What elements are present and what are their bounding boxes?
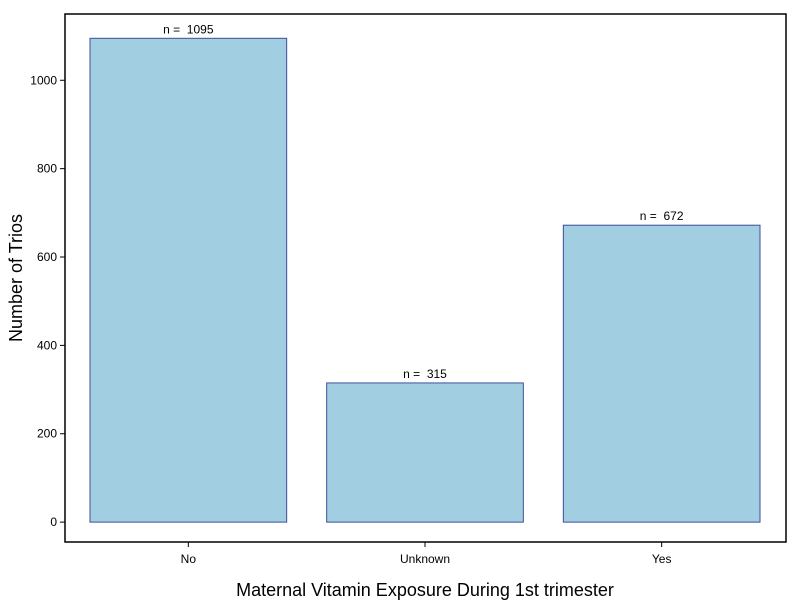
data-label: n = 672 <box>640 209 684 223</box>
y-tick-label: 400 <box>37 338 57 352</box>
y-tick-label: 600 <box>37 250 57 264</box>
x-tick-label: Unknown <box>400 552 450 566</box>
y-tick-label: 1000 <box>30 73 57 87</box>
y-axis-title: Number of Trios <box>6 214 26 342</box>
y-axis: 0 200 400 600 800 1000 <box>30 73 65 529</box>
y-tick-label: 800 <box>37 162 57 176</box>
bar-no <box>90 38 287 522</box>
data-label: n = 315 <box>403 367 447 381</box>
x-tick-label: Yes <box>652 552 672 566</box>
bar-unknown <box>327 383 524 522</box>
bar-yes <box>563 225 760 522</box>
x-tick-label: No <box>181 552 197 566</box>
bars-group: n = 1095 n = 315 n = 672 <box>90 22 760 522</box>
x-axis: No Unknown Yes <box>181 542 672 566</box>
y-tick-label: 0 <box>50 515 57 529</box>
bar-chart: 0 200 400 600 800 1000 n = 1095 n = 315 n = 672… <box>0 0 800 600</box>
x-axis-title: Maternal Vitamin Exposure During 1st tri… <box>236 580 614 600</box>
y-tick-label: 200 <box>37 427 57 441</box>
data-label: n = 1095 <box>163 22 214 36</box>
